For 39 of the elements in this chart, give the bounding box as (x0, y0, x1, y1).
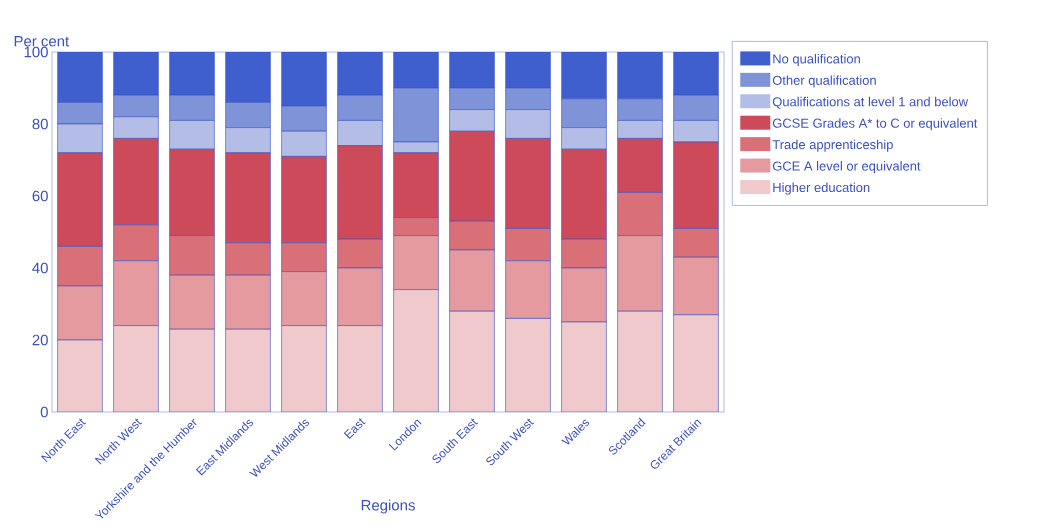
y-tick-label: 0 (40, 406, 48, 418)
bar (113, 52, 159, 96)
bar (673, 52, 719, 96)
bar (505, 318, 551, 412)
bar (505, 52, 551, 89)
bar (617, 52, 663, 100)
bar (57, 52, 103, 103)
bar (617, 311, 663, 412)
bar (337, 325, 383, 412)
bar (673, 314, 719, 412)
y-tick-label: 100 (24, 46, 48, 58)
legend-label: GCSE Grades A* to C or equivalent (772, 118, 978, 131)
y-tick-label: 40 (32, 262, 48, 274)
bar (281, 325, 327, 412)
legend-label: Higher education (773, 182, 870, 195)
legend-label: Trade apprenticeship (772, 139, 893, 152)
bar (113, 325, 159, 412)
bar (449, 52, 495, 89)
legend-label: Other qualification (772, 75, 876, 88)
y-tick-label: 20 (32, 334, 48, 346)
x-axis-title: Regions (361, 499, 415, 514)
bar (393, 52, 439, 89)
bar (337, 52, 383, 96)
y-axis-title: Per cent (14, 36, 70, 47)
legend-label: GCE A level or equivalent (772, 161, 921, 174)
bar (169, 329, 215, 412)
bar (57, 340, 103, 412)
bar (393, 289, 439, 412)
y-tick-label: 60 (32, 190, 48, 202)
bar (169, 52, 215, 96)
legend-label: Qualifications at level 1 and below (772, 96, 969, 109)
bar (225, 329, 271, 412)
bar (281, 52, 327, 107)
bar (561, 52, 607, 100)
y-tick-label: 80 (32, 118, 48, 130)
bar (561, 322, 607, 412)
bar (449, 311, 495, 412)
bar (225, 52, 271, 103)
legend-label: No qualification (773, 53, 860, 67)
